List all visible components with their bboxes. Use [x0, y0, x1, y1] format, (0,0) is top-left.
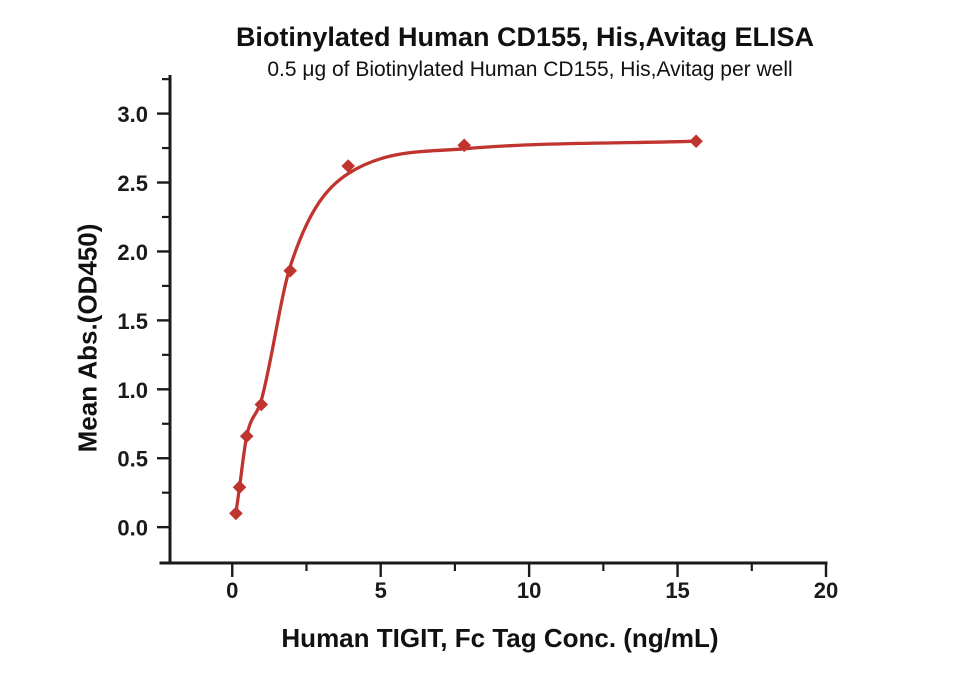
y-tick-label: 0.0 [117, 516, 148, 541]
data-point-marker [283, 264, 297, 278]
data-point-marker [254, 397, 269, 412]
y-tick-label: 1.5 [117, 309, 148, 334]
data-point-marker [341, 159, 355, 173]
data-point-marker [457, 138, 471, 153]
x-tick-label: 0 [226, 578, 238, 603]
y-tick-label: 3.0 [117, 102, 148, 127]
x-tick-label: 15 [665, 578, 689, 603]
x-axis-label: Human TIGIT, Fc Tag Conc. (ng/mL) [281, 623, 719, 653]
data-point-marker [232, 480, 247, 494]
y-tick-label: 2.0 [117, 240, 148, 265]
chart-subtitle: 0.5 μg of Biotinylated Human CD155, His,… [267, 58, 793, 81]
x-tick-label: 20 [814, 578, 838, 603]
chart-title: Biotinylated Human CD155, His,Avitag ELI… [235, 22, 815, 52]
y-tick-label: 0.5 [117, 447, 148, 472]
fit-curve [234, 139, 698, 516]
data-point-marker [239, 429, 254, 443]
data-point-marker [229, 506, 243, 521]
data-point-marker [689, 134, 703, 148]
y-tick-label: 1.0 [117, 378, 148, 403]
x-tick-label: 10 [517, 578, 541, 603]
x-tick-label: 5 [375, 578, 387, 603]
y-tick-label: 2.5 [117, 171, 148, 196]
